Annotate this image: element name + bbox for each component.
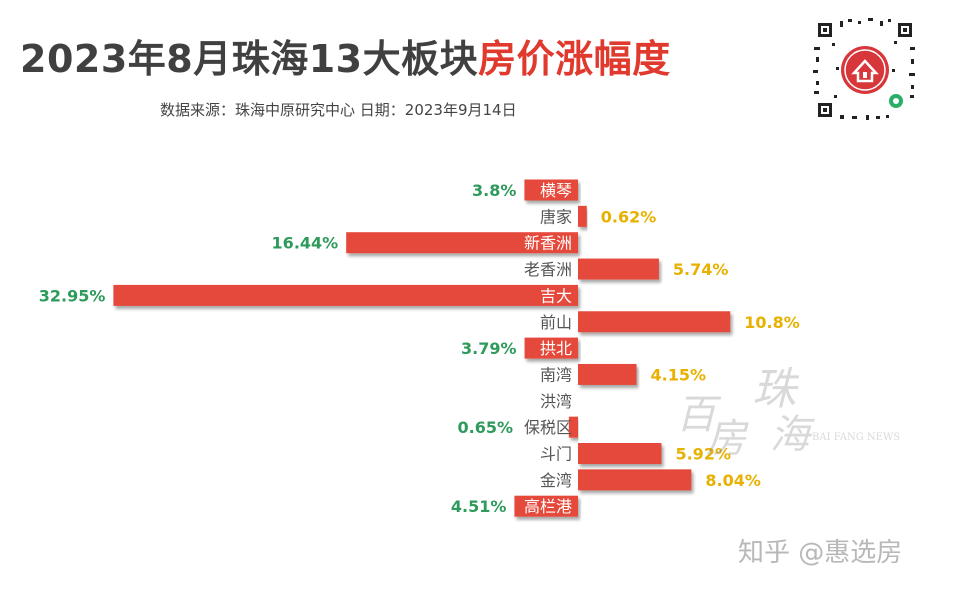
value-label: 5.74% xyxy=(673,260,729,279)
value-label: 0.65% xyxy=(457,418,513,437)
watermark-zhihu: 知乎 @惠选房 xyxy=(738,538,903,568)
category-label: 吉大 xyxy=(540,286,572,305)
value-label: 10.8% xyxy=(744,313,800,332)
qr-code xyxy=(810,15,920,125)
category-label: 横琴 xyxy=(540,181,572,200)
value-label: 32.95% xyxy=(39,286,106,305)
category-label: 保税区 xyxy=(524,418,572,437)
title-main: 2023年8月珠海13大板块 xyxy=(20,37,479,81)
category-label: 高栏港 xyxy=(524,497,572,516)
category-label: 斗门 xyxy=(540,445,572,464)
watermark-logo-char: 珠 xyxy=(752,364,800,415)
bar-金湾 xyxy=(578,469,692,491)
title-highlight: 房价涨幅度 xyxy=(478,37,671,81)
value-label: 8.04% xyxy=(705,471,761,490)
watermark-logo-char: 海 xyxy=(770,412,815,458)
bar-横琴 xyxy=(524,179,578,201)
watermark-logo-en: BAI FANG NEWS xyxy=(812,432,900,443)
watermark-logo-char: 房 xyxy=(706,416,749,462)
value-label: 3.8% xyxy=(472,181,516,200)
bar-保税区 xyxy=(568,416,578,438)
bar-新香洲 xyxy=(346,232,578,254)
data-source: 数据来源：珠海中原研究中心 日期：2023年9月14日 xyxy=(160,101,517,119)
bar-拱北 xyxy=(524,337,578,359)
category-label: 南湾 xyxy=(540,365,572,384)
category-label: 老香洲 xyxy=(524,260,572,279)
value-label: 16.44% xyxy=(272,234,339,253)
bar-前山 xyxy=(578,311,731,333)
watermark-logo-char: 百 xyxy=(676,392,722,438)
bar-高栏港 xyxy=(514,495,578,517)
category-label: 洪湾 xyxy=(540,392,572,411)
bar-唐家 xyxy=(578,205,587,227)
value-label: 4.51% xyxy=(451,497,507,516)
bar-老香洲 xyxy=(578,258,659,280)
value-label: 5.92% xyxy=(675,445,731,464)
category-label: 前山 xyxy=(540,313,572,332)
category-label: 唐家 xyxy=(540,207,572,226)
bar-斗门 xyxy=(578,443,662,464)
value-label: 3.79% xyxy=(461,339,517,358)
page-title: 2023年8月珠海13大板块房价涨幅度 xyxy=(20,28,671,83)
category-label: 拱北 xyxy=(540,339,572,358)
category-label: 新香洲 xyxy=(524,234,572,253)
category-label: 金湾 xyxy=(540,471,572,490)
bar-南湾 xyxy=(578,363,637,385)
value-label: 0.62% xyxy=(601,207,657,226)
value-label: 4.15% xyxy=(651,365,707,384)
bar-吉大 xyxy=(113,284,578,306)
